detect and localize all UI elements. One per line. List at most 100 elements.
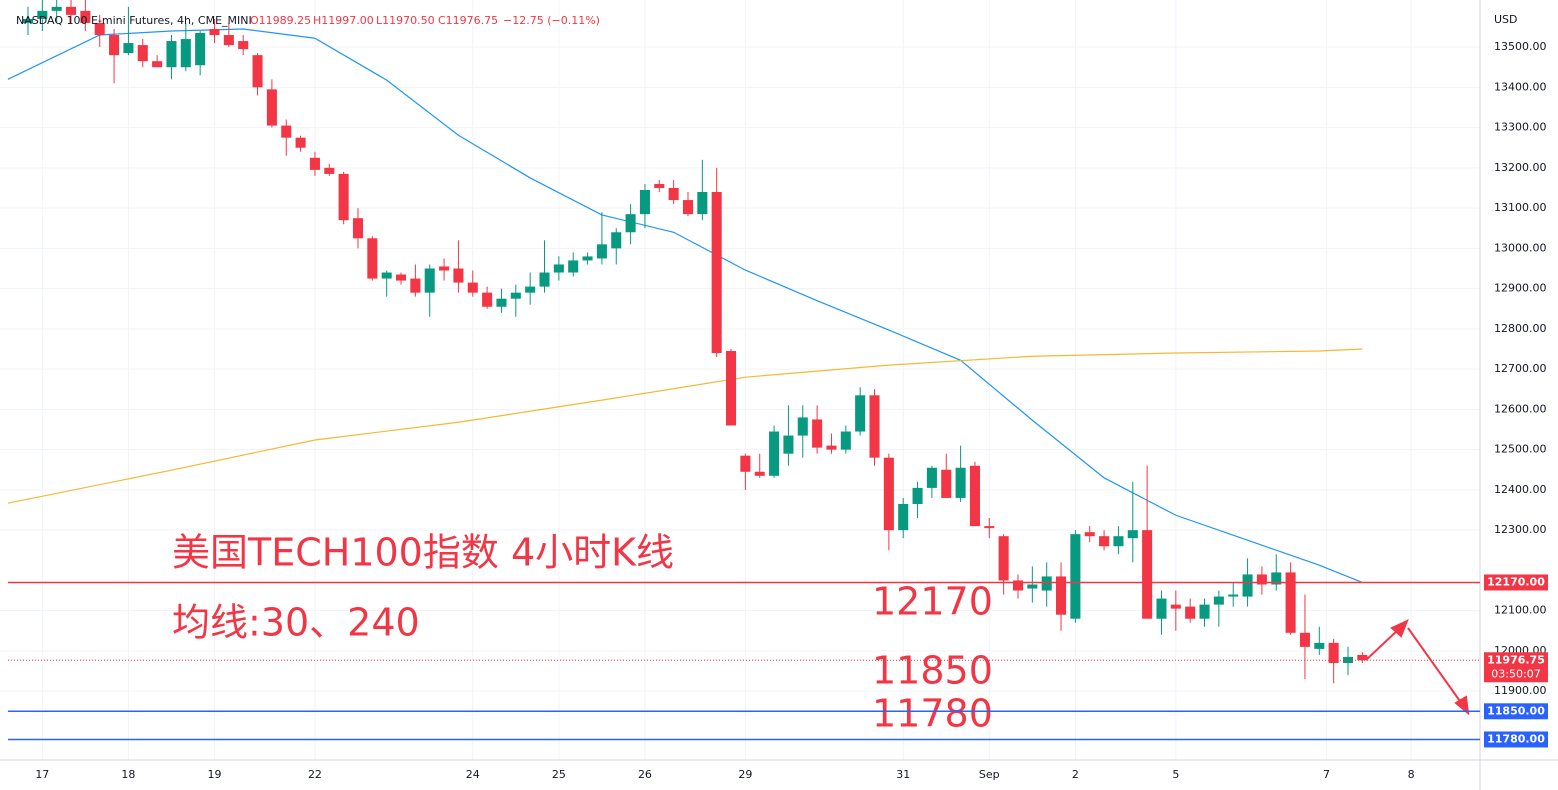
x-tick-label: 8 [1408, 768, 1415, 781]
moving-average [7, 348, 1363, 504]
candle-body [1314, 642, 1325, 649]
candle-body [941, 469, 952, 498]
candle-body [467, 282, 478, 293]
candle-body [611, 232, 622, 249]
candle-body [51, 6, 62, 11]
candle-body [166, 41, 177, 68]
candle-body [410, 278, 421, 293]
x-tick-label: 22 [308, 768, 322, 781]
candle-body [726, 351, 737, 426]
candle-body [223, 35, 234, 46]
candle-body [1299, 632, 1310, 647]
candle-body [1228, 594, 1239, 597]
candle-body [539, 272, 550, 287]
level-label-bg [1484, 574, 1548, 591]
y-tick-label: 12400.00 [1494, 483, 1547, 496]
candle-body [137, 45, 148, 62]
annotation: 11780 [872, 692, 993, 736]
candle-body [955, 467, 966, 498]
candle-body [66, 6, 77, 15]
candle-body [998, 536, 1009, 581]
candle-body [1199, 604, 1210, 619]
candle-body [1242, 574, 1253, 597]
candle-body [1156, 598, 1167, 619]
candle-body [568, 260, 579, 273]
candle-body [740, 455, 751, 472]
x-tick-label: 24 [466, 768, 480, 781]
y-tick-label: 13500.00 [1494, 40, 1547, 53]
high: H11997.00 [313, 14, 374, 27]
level-label: 11780.00 [1487, 732, 1545, 745]
candle-body [180, 39, 191, 68]
candle-body [309, 157, 320, 170]
y-tick-label: 11900.00 [1494, 684, 1547, 697]
candle-body [769, 431, 780, 476]
annotation: 均线:30、240 [172, 601, 420, 645]
candle-body [926, 467, 937, 488]
candle-body [1285, 572, 1296, 633]
candle-body [238, 41, 249, 50]
candle-body [525, 286, 536, 293]
candle-body [1070, 534, 1081, 619]
candle-body [453, 268, 464, 283]
candle-body [381, 272, 392, 279]
candle-body [654, 183, 665, 188]
candle-body [37, 10, 48, 19]
candle-body [123, 43, 134, 54]
candle-body [754, 471, 765, 476]
candle-body [439, 266, 450, 271]
candle-body [682, 200, 694, 215]
candle-body [984, 526, 995, 529]
candle-body [482, 292, 493, 307]
open: O11989.25 [250, 14, 311, 27]
x-tick-label: 26 [638, 768, 652, 781]
x-tick-label: 31 [896, 768, 910, 781]
candle-body [352, 218, 364, 239]
candle-body [1271, 572, 1282, 585]
candle-body [22, 18, 34, 23]
candle-body [396, 274, 407, 281]
y-tick-label: 12100.00 [1494, 604, 1547, 617]
candle-body [898, 503, 909, 531]
candle-body [195, 33, 206, 66]
candle-body [668, 187, 679, 201]
level-label-bg [1484, 731, 1548, 748]
y-tick-label: 13200.00 [1494, 161, 1547, 174]
candle-body [639, 190, 650, 215]
candle-body [869, 395, 880, 458]
candle-body [797, 417, 808, 436]
candle-body [1357, 654, 1368, 661]
candle-body [152, 61, 163, 68]
annotation: 12170 [872, 580, 993, 624]
x-tick-label: 29 [738, 768, 752, 781]
x-tick-label: 17 [35, 768, 49, 781]
candle-body [596, 244, 607, 259]
candle-body [1056, 576, 1067, 615]
y-tick-label: 13400.00 [1494, 80, 1547, 93]
candle-body [281, 125, 292, 138]
y-tick-label: 12900.00 [1494, 282, 1547, 295]
candle-body [424, 268, 435, 293]
candle-body [510, 292, 521, 299]
change: −12.75 (−0.11%) [503, 14, 600, 27]
last-price-bg [1484, 652, 1548, 683]
candle-body [367, 238, 378, 279]
x-tick-label: 7 [1323, 768, 1330, 781]
candle-body [209, 28, 220, 36]
y-tick-label: 12600.00 [1494, 402, 1547, 415]
y-tick-label: 13300.00 [1494, 121, 1547, 134]
candle-body [826, 445, 837, 450]
y-tick-label: 12500.00 [1494, 443, 1547, 456]
candle-body [266, 89, 277, 126]
annotation: 11850 [872, 649, 993, 693]
y-tick-label: 13100.00 [1494, 201, 1547, 214]
candle-body [812, 419, 823, 448]
close: C11976.75 [438, 14, 498, 27]
candle-body [1113, 536, 1124, 547]
last-price-label: 11976.75 [1487, 653, 1545, 666]
candle-body [855, 395, 866, 432]
x-tick-label: 19 [208, 768, 222, 781]
candle-body [840, 431, 851, 450]
